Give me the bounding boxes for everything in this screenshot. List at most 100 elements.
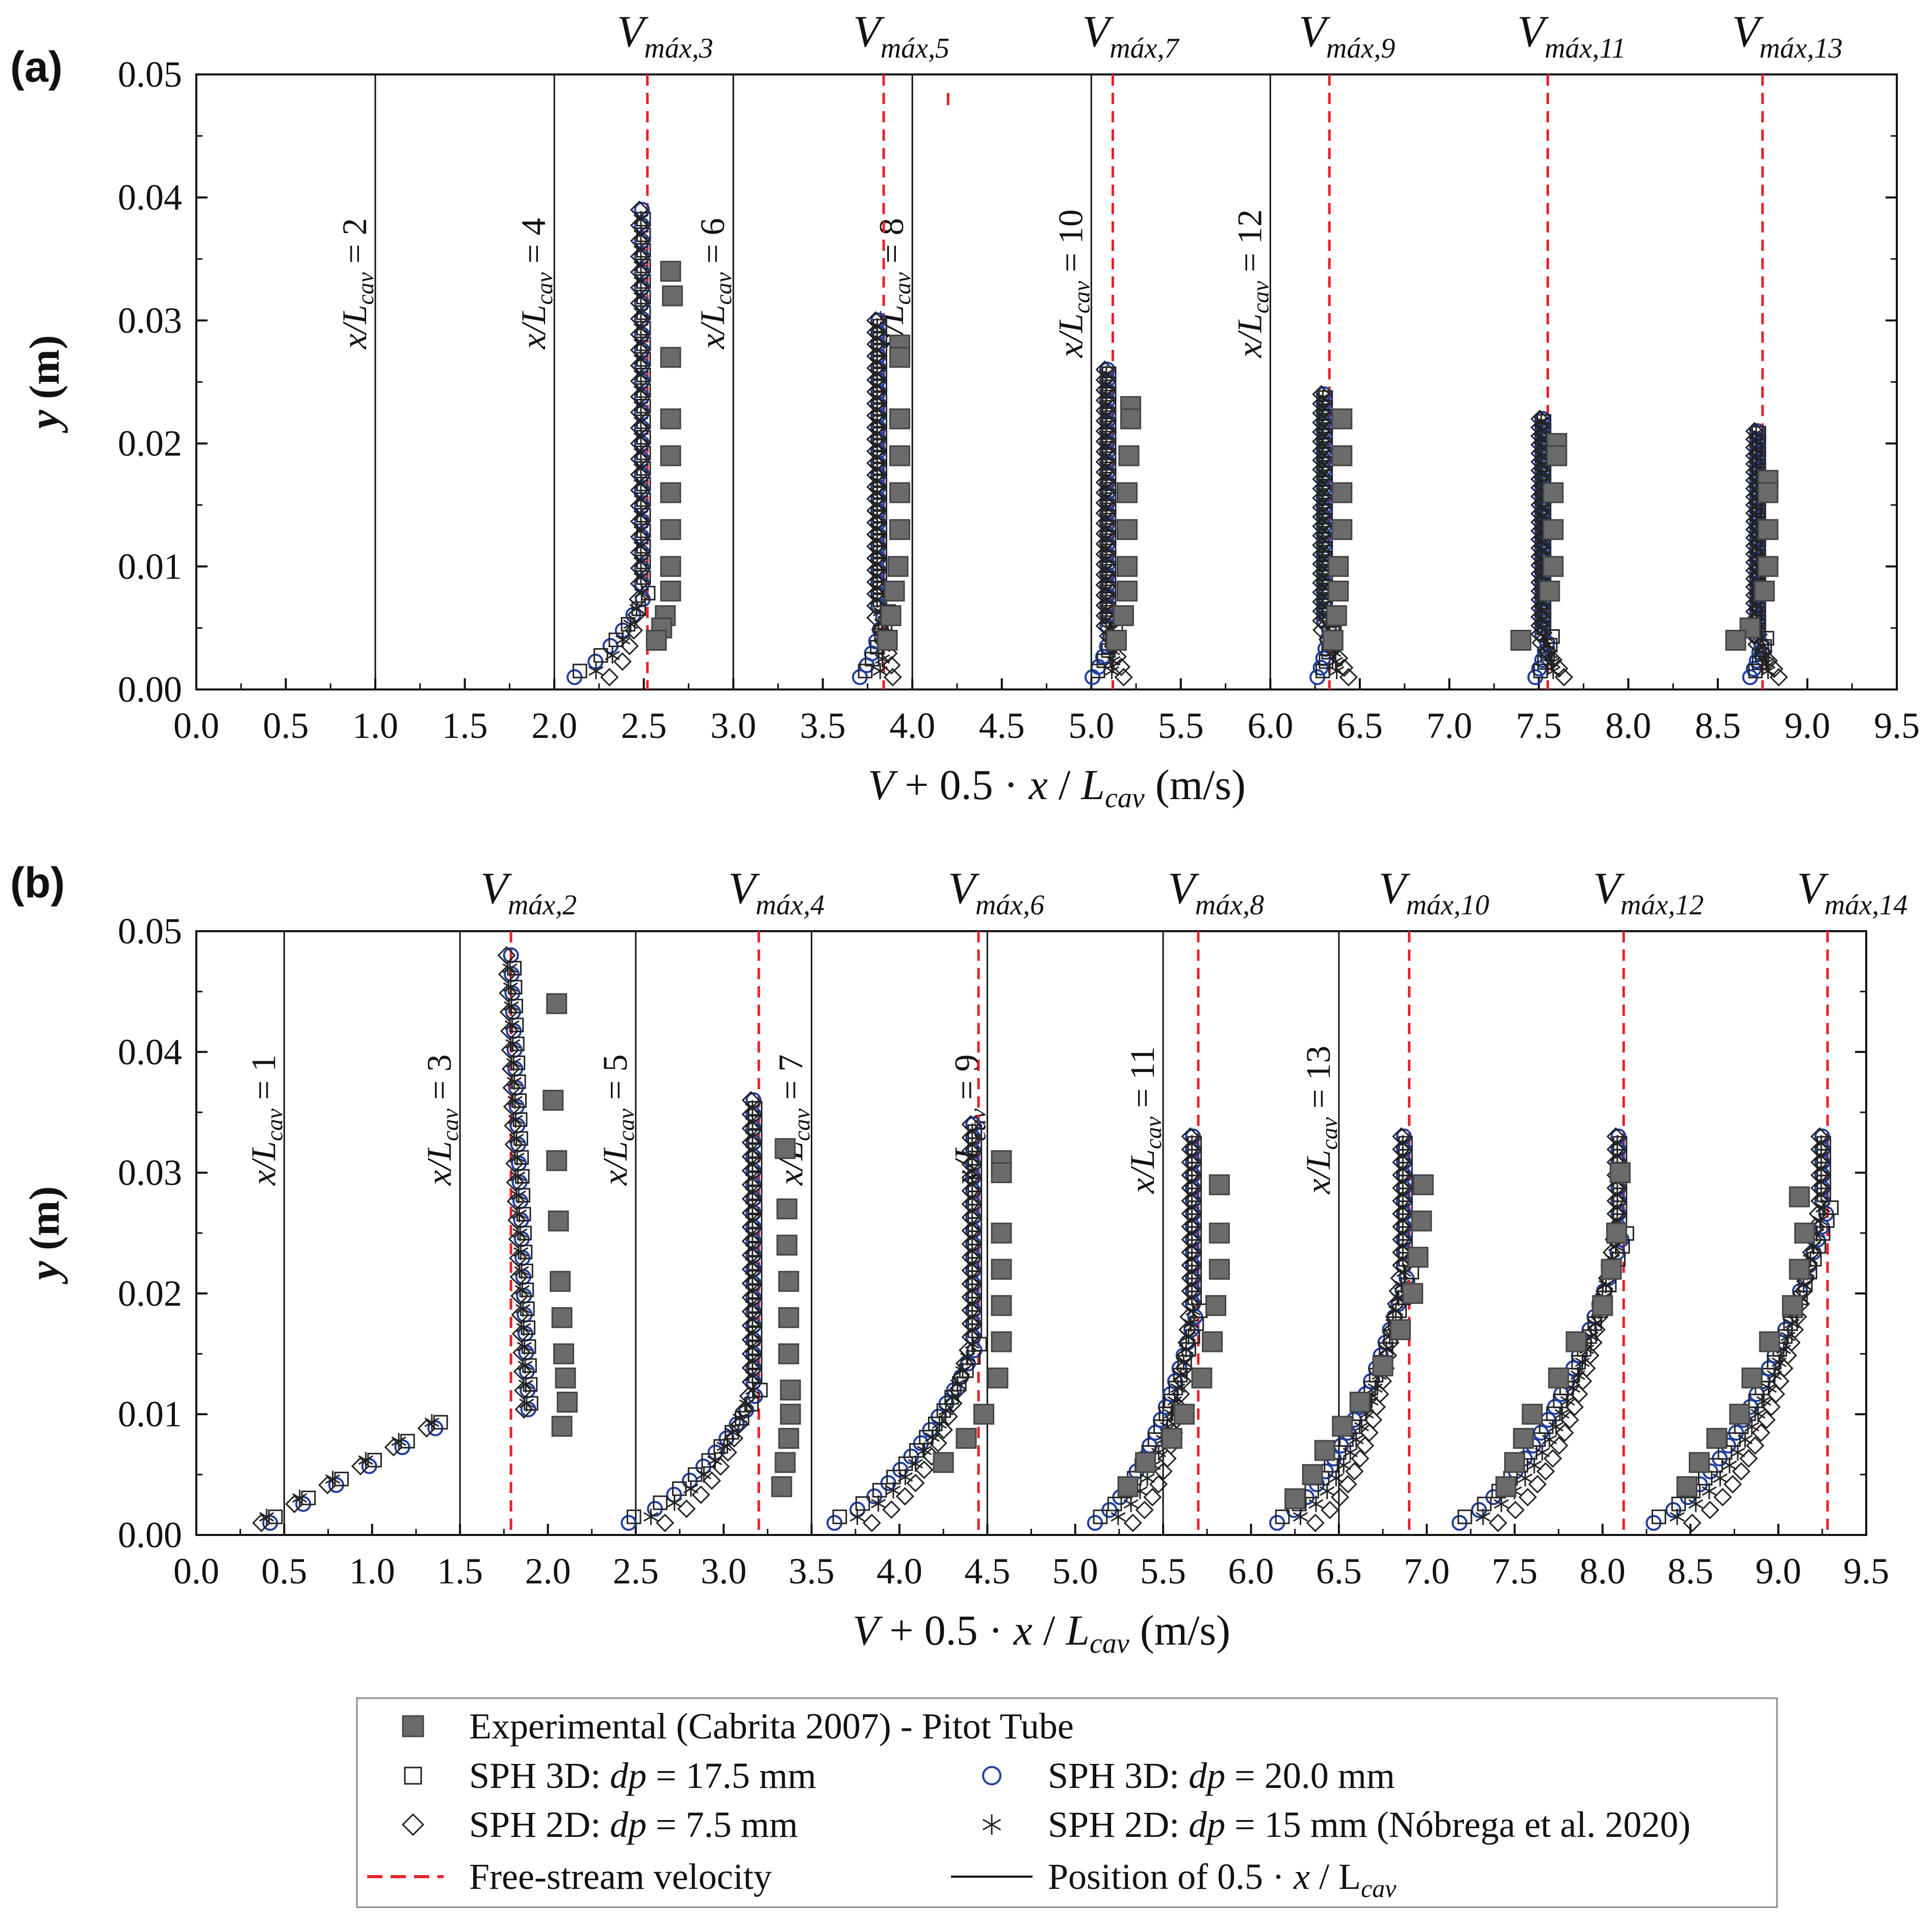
sph2d-7-point	[735, 1401, 754, 1420]
sph2d-7-point	[1330, 1488, 1350, 1506]
experimental-point	[1789, 1259, 1810, 1280]
experimental-point	[1609, 1162, 1631, 1184]
sph2d-7-point	[1158, 1449, 1177, 1468]
experimental-point	[776, 1198, 797, 1220]
sph2d-7-point	[1577, 1359, 1596, 1378]
experimental-point	[1328, 556, 1349, 577]
sph3d-17-point	[621, 617, 636, 632]
experimental-point	[1676, 1476, 1697, 1497]
experimental-point	[771, 1476, 792, 1497]
sph2d-15-point	[1123, 1496, 1139, 1513]
sph2d-15-point	[745, 1269, 760, 1286]
sph2d-15-point	[634, 585, 649, 602]
sph2d-15-point	[1737, 1431, 1753, 1448]
sph2d-15-point	[1560, 1393, 1576, 1410]
vmax-label: Vmáx,8	[1168, 864, 1264, 921]
sph2d-7-point	[500, 1021, 519, 1040]
legend-text: Free-stream velocity	[469, 1856, 772, 1897]
sph2d-15-point	[1328, 1470, 1344, 1487]
sph2d-7-point	[514, 1400, 533, 1419]
experimental-point	[877, 630, 898, 651]
sph2d-15-point	[1293, 1508, 1308, 1525]
experimental-point	[1161, 1428, 1182, 1449]
sph3d-17-point	[1107, 1496, 1122, 1512]
sph2d-7-point	[1555, 1423, 1574, 1442]
sph2d-15-point	[745, 1297, 760, 1314]
sph2d-15-point	[514, 1282, 530, 1298]
sph2d-7-point	[1581, 1346, 1600, 1365]
vmax-label: Vmáx,2	[480, 864, 577, 921]
x-tick-label: 3.5	[789, 1551, 835, 1592]
sph3d-17-point	[334, 1471, 349, 1487]
x-tick-label: 4.0	[889, 705, 935, 746]
sph3d-17-point	[626, 1509, 641, 1524]
sph2d-15-point	[1587, 1315, 1603, 1332]
legend-text: Experimental (Cabrita 2007) - Pitot Tube	[469, 1706, 1074, 1747]
experimental-point	[1706, 1428, 1728, 1449]
vmax-label: Vmáx,5	[853, 7, 949, 64]
sph2d-7-point	[906, 1474, 925, 1493]
sph2d-15-point	[502, 960, 518, 977]
legend-text: SPH 3D: dp = 17.5 mm	[469, 1755, 816, 1796]
experimental-point	[660, 519, 681, 540]
sph2d-15-point	[886, 1482, 901, 1499]
sph3d-17-point	[832, 1509, 847, 1524]
sph2d-15-point	[509, 1149, 525, 1166]
sph2d-15-point	[1315, 389, 1331, 406]
sph3d-17-point	[1533, 663, 1548, 679]
vmax-label: Vmáx,12	[1593, 864, 1704, 921]
sph2d-15-point	[1750, 1405, 1766, 1422]
sph2d-15-point	[917, 1442, 932, 1459]
x-tick-label: 2.0	[525, 1551, 571, 1592]
position-line-label: x/Lcav = 3	[420, 1054, 463, 1186]
vmax-label: Vmáx,13	[1732, 7, 1843, 64]
y-tick-label: 0.02	[118, 1273, 182, 1314]
experimental-point	[1729, 1403, 1750, 1425]
sph2d-15-point	[633, 569, 649, 586]
sph2d-15-point	[872, 662, 888, 679]
sph2d-15-point	[1812, 1212, 1827, 1229]
experimental-point	[1208, 1259, 1230, 1280]
sph2d-7-point	[497, 946, 516, 965]
experimental-point	[1205, 1295, 1226, 1316]
legend-box	[356, 1697, 1778, 1908]
experimental-point	[402, 1715, 424, 1737]
sph2d-15-point	[1368, 1379, 1383, 1396]
sph3d-17-point	[268, 1509, 283, 1524]
sph2d-15-point	[391, 1433, 406, 1450]
sph2d-15-point	[1814, 1135, 1829, 1151]
vmax-label: Vmáx,4	[728, 864, 825, 921]
sph2d-15-point	[623, 616, 638, 633]
sph3d-20-point	[982, 1766, 1001, 1785]
sph2d-15-point	[1759, 654, 1774, 671]
sph2d-15-point	[960, 1349, 975, 1366]
sph2d-15-point	[358, 1452, 373, 1469]
sph2d-7-point	[1701, 1500, 1719, 1520]
experimental-point	[662, 285, 683, 306]
x-tick-label: 9.5	[1843, 1551, 1889, 1592]
sph2d-15-point	[1527, 1457, 1542, 1474]
sph2d-15-point	[511, 1187, 526, 1203]
sph2d-15-point	[716, 1438, 732, 1455]
experimental-point	[1601, 1259, 1622, 1280]
vmax-label: Vmáx,7	[1082, 7, 1179, 64]
sph2d-7-point	[862, 1514, 881, 1532]
legend-item: Free-stream velocity	[367, 1856, 772, 1897]
sph2d-15-point	[897, 1469, 913, 1485]
x-tick-label: 1.5	[442, 705, 488, 746]
vmax-label: Vmáx,14	[1797, 864, 1908, 921]
sph2d-15-point	[1181, 1328, 1196, 1345]
y-tick-label: 0.05	[118, 911, 182, 952]
y-axis-title: y (m)	[21, 335, 68, 433]
sph2d-15-point	[1493, 1496, 1509, 1513]
x-tick-label: 4.5	[979, 705, 1025, 746]
sph2d-15-point	[518, 1376, 533, 1393]
x-tick-label: 2.0	[531, 705, 577, 746]
sph2d-15-point	[1545, 662, 1561, 679]
experimental-point	[1173, 1403, 1195, 1425]
legend-item: SPH 3D: dp = 20.0 mm	[982, 1755, 1395, 1796]
x-tick-label: 6.0	[1247, 705, 1293, 746]
sph2d-7-point	[1751, 1423, 1770, 1442]
sph2d-15-point	[1610, 1135, 1625, 1151]
sph2d-7-point	[1713, 1488, 1732, 1506]
